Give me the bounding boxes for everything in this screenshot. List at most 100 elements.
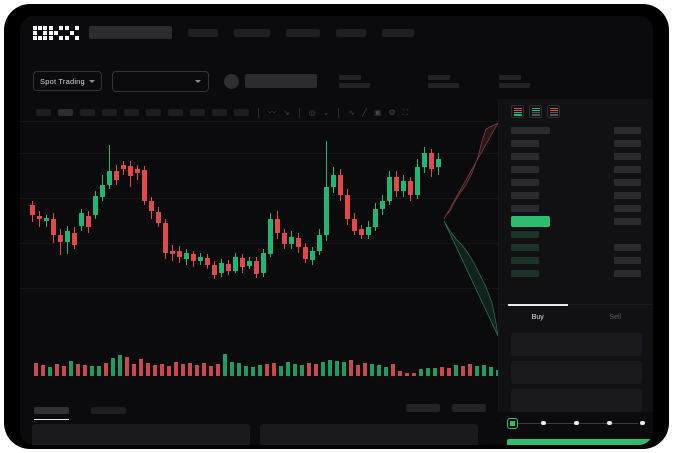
compare-icon[interactable]: ↘ — [283, 107, 290, 117]
volume-bar-61 — [461, 366, 465, 376]
bottom-tab-bar — [20, 399, 498, 421]
spot-trading-dropdown[interactable]: Spot Trading — [33, 71, 102, 91]
line-chart-icon[interactable]: ∿ — [348, 107, 356, 117]
nav-item-3[interactable] — [336, 28, 366, 37]
carousel-dot-0[interactable] — [508, 418, 517, 428]
orderbook-row[interactable] — [511, 150, 641, 163]
okx-logo[interactable] — [33, 25, 79, 40]
bottom-action-0[interactable] — [406, 404, 440, 412]
camera-icon[interactable]: ▣ — [373, 107, 382, 117]
volume-histogram — [20, 342, 528, 394]
orderbook-row[interactable] — [511, 189, 641, 202]
order-field-0[interactable] — [511, 333, 642, 356]
timeframe-9[interactable] — [234, 109, 249, 116]
volume-bar-65 — [489, 367, 493, 376]
orderbook-row[interactable] — [511, 254, 641, 267]
bottom-tab-1[interactable] — [91, 406, 126, 414]
volume-bar-9 — [97, 366, 101, 376]
timeframe-6[interactable] — [168, 109, 183, 116]
carousel-dot-1[interactable] — [541, 420, 546, 425]
bottom-tab-0[interactable] — [34, 406, 69, 420]
orderbook-both-icon[interactable] — [511, 105, 524, 118]
orderbook-row[interactable] — [511, 176, 641, 189]
timeframe-4[interactable] — [124, 109, 139, 116]
orderbook-bids-icon[interactable] — [529, 105, 542, 118]
volume-bar-53 — [405, 373, 409, 376]
bottom-action-1[interactable] — [452, 404, 486, 412]
tab-buy[interactable]: Buy — [499, 304, 577, 330]
orderbook-price — [511, 231, 539, 238]
app-screen: Spot Trading — [20, 16, 653, 445]
orderbook-price — [511, 127, 550, 134]
timeframe-7[interactable] — [190, 109, 205, 116]
chevron-down-icon[interactable]: ⌄ — [322, 107, 330, 117]
indicator-icon[interactable]: 〰 — [268, 107, 276, 117]
volume-bar-29 — [237, 363, 241, 376]
settings-icon[interactable]: ⚙ — [388, 107, 396, 117]
orderbook-row[interactable] — [511, 215, 641, 228]
order-field-1[interactable] — [511, 361, 642, 384]
orderbook-row[interactable] — [511, 228, 641, 241]
search-input[interactable] — [89, 26, 172, 39]
step-carousel — [498, 415, 653, 431]
timeframe-3[interactable] — [102, 109, 117, 116]
measure-icon[interactable]: ╱ — [362, 107, 367, 117]
alert-icon[interactable]: ◎ — [308, 107, 316, 117]
orderbook-row[interactable] — [511, 267, 641, 280]
orderbook-amount — [614, 244, 641, 251]
bottom-panel-1[interactable] — [260, 424, 478, 445]
orderbook-row[interactable] — [511, 241, 641, 254]
carousel-dot-4[interactable] — [640, 420, 645, 425]
orderbook-row[interactable] — [511, 202, 641, 215]
orderbook-rows[interactable] — [499, 122, 653, 280]
timeframe-1[interactable] — [58, 109, 73, 116]
volume-bar-31 — [251, 367, 255, 376]
volume-bar-16 — [146, 363, 150, 376]
orderbook-price — [511, 205, 539, 212]
orderbook-row[interactable] — [511, 137, 641, 150]
buy-sell-tabs: Buy Sell — [499, 304, 653, 330]
stat-label — [338, 74, 361, 80]
stat-value — [498, 82, 530, 88]
orderbook-price — [511, 140, 539, 147]
volume-bar-56 — [426, 368, 430, 376]
carousel-dot-3[interactable] — [607, 420, 612, 425]
timeframe-2[interactable] — [80, 109, 95, 116]
timeframe-0[interactable] — [36, 109, 51, 116]
nav-item-1[interactable] — [234, 28, 270, 37]
orderbook-price — [511, 270, 539, 277]
orderbook-row[interactable] — [511, 124, 641, 137]
fullscreen-icon[interactable]: ⛶ — [402, 107, 409, 117]
volume-bar-19 — [167, 366, 171, 376]
depth-chart-overlay — [442, 123, 498, 336]
timeframe-8[interactable] — [212, 109, 227, 116]
orderbook-asks-icon[interactable] — [547, 105, 560, 118]
tab-sell[interactable]: Sell — [609, 314, 622, 321]
orderbook-view-toggles — [499, 99, 653, 122]
orderbook-row[interactable] — [511, 163, 641, 176]
bottom-panel-bar — [20, 421, 653, 445]
primary-cta-button[interactable] — [507, 439, 653, 445]
stat-value — [427, 82, 459, 88]
bottom-panel-0[interactable] — [32, 424, 250, 445]
nav-item-2[interactable] — [286, 28, 320, 37]
nav-item-4[interactable] — [382, 28, 414, 37]
spot-trading-label: Spot Trading — [40, 76, 85, 86]
device-frame: Spot Trading — [4, 4, 669, 449]
volume-bar-0 — [34, 363, 38, 376]
trading-pair-select[interactable] — [111, 70, 209, 92]
nav-item-0[interactable] — [188, 28, 218, 37]
gridline-1 — [20, 198, 498, 199]
market-toolbar: Spot Trading — [20, 63, 653, 99]
candlestick-chart[interactable] — [20, 123, 498, 336]
volume-bar-41 — [321, 362, 325, 376]
timeframe-5[interactable] — [146, 109, 161, 116]
order-field-2[interactable] — [511, 389, 642, 412]
volume-bar-22 — [188, 363, 192, 376]
volume-bar-60 — [454, 365, 458, 376]
gridline-2 — [20, 243, 498, 244]
orderbook-price — [511, 153, 539, 160]
volume-bar-32 — [258, 365, 262, 376]
carousel-dot-2[interactable] — [574, 420, 579, 425]
volume-bar-8 — [90, 366, 94, 376]
